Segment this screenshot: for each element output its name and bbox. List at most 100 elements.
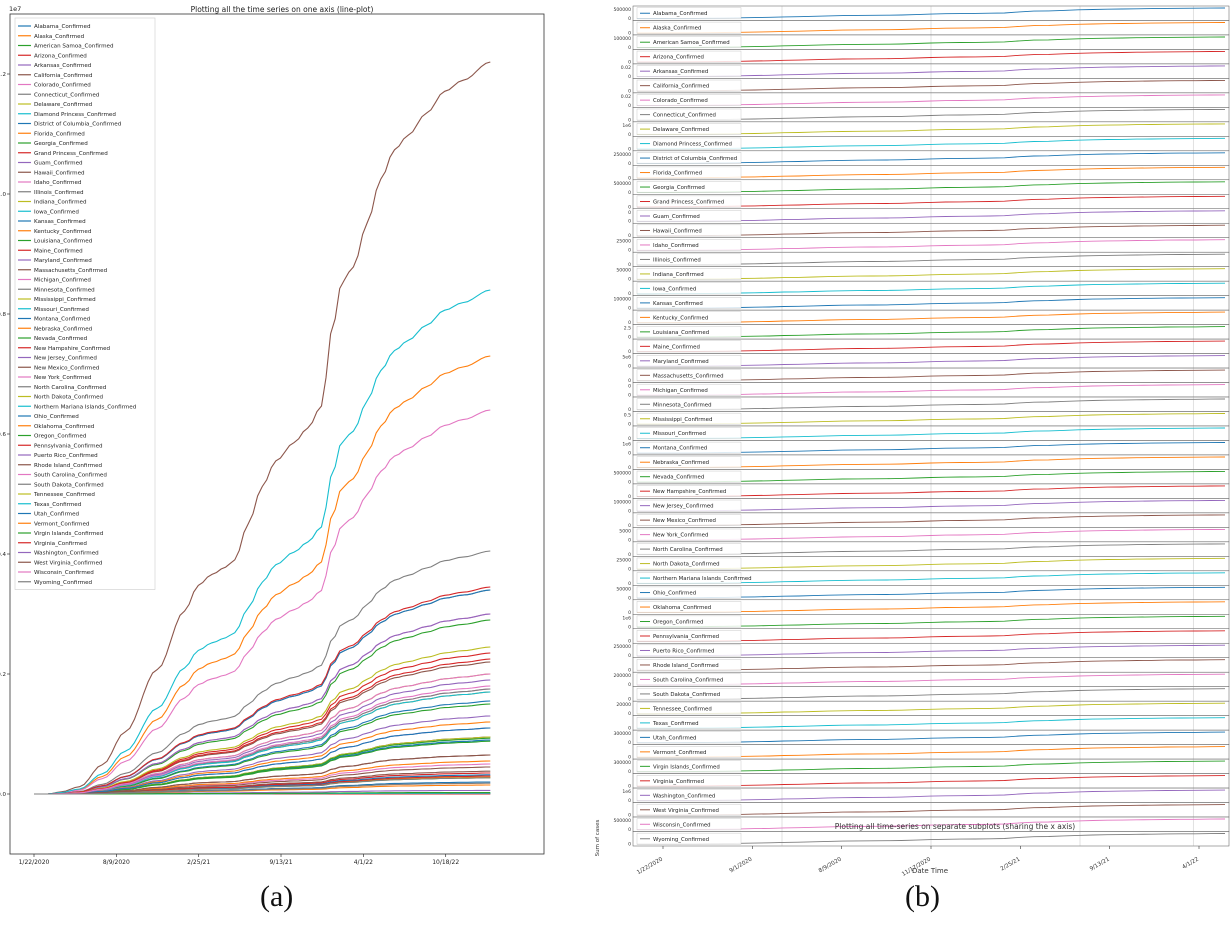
subplot-ytick-zero: 0: [628, 16, 631, 22]
subplot-legend-box: [636, 398, 742, 411]
subplot-ytick-label: 2.5: [624, 326, 631, 332]
subplot-ytick-label: 5000: [619, 528, 631, 534]
subplot-ytick-zero: 0: [628, 653, 631, 659]
legend-entry: New York_Confirmed: [34, 375, 92, 381]
series-line-new-jersey-confirmed: [34, 613, 491, 795]
series-line-texas-confirmed: [34, 289, 491, 795]
subplot-legend-box: [636, 688, 742, 700]
subplot-legend-label: Guam_Confirmed: [653, 214, 700, 220]
subplot-legend-label: Colorado_Confirmed: [653, 98, 708, 104]
legend-entry: Wisconsin_Confirmed: [34, 570, 94, 576]
subplot-ytick-zero: 0: [628, 248, 631, 254]
legend-entry: Diamond Princess_Confirmed: [34, 112, 116, 118]
legend-entry: Kansas_Confirmed: [34, 219, 86, 225]
subplot-legend-label: Rhode Island_Confirmed: [653, 663, 719, 669]
subplot-ytick-label: 300000: [613, 760, 631, 766]
subplot-ytick-zero: 0: [628, 161, 631, 167]
subplot-legend-box: [636, 673, 742, 686]
series-line-illinois-confirmed: [34, 550, 491, 795]
legend-entry: Wyoming_Confirmed: [34, 580, 93, 586]
subplot-legend-label: Idaho_Confirmed: [653, 243, 699, 249]
y-tick-label: 0.0: [0, 792, 6, 798]
subplot-ytick-label: 1e6: [622, 123, 631, 129]
subplot-legend-box: [636, 441, 742, 454]
subplot-legend-label: Vermont_Confirmed: [653, 750, 706, 756]
subplot-legend-box: [636, 79, 742, 92]
series-line-california-confirmed: [34, 61, 491, 795]
y-scale-label: 1e7: [9, 5, 21, 13]
subplot-legend-label: South Carolina_Confirmed: [653, 677, 723, 683]
subplot-legend-box: [636, 427, 742, 440]
subplot-legend-box: [636, 470, 742, 483]
subplot-legend-box: [636, 21, 742, 34]
subplot-ytick-label: 500000: [613, 7, 631, 13]
legend-entry: American Samoa_Confirmed: [34, 44, 114, 50]
subplot-ytick-label: 250000: [613, 152, 631, 158]
legend-entry: Minnesota_Confirmed: [34, 287, 95, 293]
subplot-legend-label: Alaska_Confirmed: [653, 26, 701, 32]
chart-b-title: Plotting all time-series on separate sub…: [835, 822, 1076, 831]
subplot-legend-box: [636, 108, 742, 121]
legend-entry: Ohio_Confirmed: [34, 414, 79, 420]
legend-a: Alabama_Confirmed Alaska_Confirmed America…: [14, 17, 156, 590]
subplot-ytick-label: 1e6: [622, 615, 631, 621]
subplot-ytick-zero: 0: [628, 523, 631, 529]
subplot-legend-box: [636, 702, 742, 715]
subplot-legend-label: New Jersey_Confirmed: [653, 504, 714, 510]
legend-entry: Montana_Confirmed: [34, 317, 91, 323]
subplot-legend-label: North Dakota_Confirmed: [653, 562, 720, 568]
subplot-legend-label: Wisconsin_Confirmed: [653, 822, 711, 828]
subplot-legend-label: Puerto Rico_Confirmed: [653, 648, 714, 654]
subplot-ytick-zero: 0: [628, 262, 631, 268]
subplot-ytick-zero: 0: [628, 30, 631, 36]
subplot-legend-box: [636, 224, 742, 237]
subplot-legend-label: Indiana_Confirmed: [653, 272, 704, 278]
subplot-legend-label: Connecticut_Confirmed: [653, 113, 716, 119]
subplot-legend-label: Kentucky_Confirmed: [653, 315, 708, 321]
subplot-ytick-zero: 0: [628, 726, 631, 732]
subplot-legend-box: [636, 717, 742, 729]
legend-entry: Puerto Rico_Confirmed: [34, 453, 98, 459]
legend-entry: Tennessee_Confirmed: [33, 492, 95, 498]
legend-entry: Alaska_Confirmed: [34, 34, 85, 40]
series-line-wyoming-confirmed: [34, 782, 491, 795]
subplot-ytick-zero: 0: [628, 494, 631, 500]
subplot-legend-box: [636, 760, 742, 773]
series-line-west-virginia-confirmed: [34, 754, 491, 795]
subplot-legend-box: [636, 36, 742, 49]
subplot-legend-label: Maryland_Confirmed: [653, 359, 709, 365]
legend-entry: Virgin Islands_Confirmed: [34, 531, 104, 537]
subplot-legend-box: [636, 818, 742, 831]
legend-entry: South Carolina_Confirmed: [34, 473, 107, 479]
legend-entry: New Hampshire_Confirmed: [34, 346, 111, 352]
subplot-ytick-zero: 0: [628, 291, 631, 297]
subplot-legend-box: [636, 297, 742, 309]
legend-entry: Washington_Confirmed: [34, 551, 99, 557]
legend-entry: Delaware_Confirmed: [34, 102, 93, 108]
y-tick-label: 0.2: [0, 672, 6, 678]
subplot-ytick-zero: 0: [628, 190, 631, 196]
legend-entry: Maryland_Confirmed: [34, 258, 92, 264]
legend-entry: South Dakota_Confirmed: [34, 482, 104, 488]
subplot-legend-label: Illinois_Confirmed: [653, 257, 701, 263]
subplot-legend-box: [636, 586, 742, 599]
subplot-legend-box: [636, 354, 742, 367]
subplot-ytick-zero: 0: [628, 335, 631, 341]
series-line-utah-confirmed: [34, 727, 491, 795]
subplot-ytick-label: 1e6: [622, 789, 631, 795]
subplot-ytick-zero: 0: [628, 132, 631, 138]
subplot-legend-label: Delaware_Confirmed: [653, 127, 709, 133]
legend-entry: North Dakota_Confirmed: [34, 395, 104, 401]
x-tick-label: 1/22/2020: [19, 859, 50, 866]
caption-a: (a): [260, 880, 294, 913]
subplot-legend-label: California_Confirmed: [653, 84, 709, 90]
subplot-ytick-label: 25000: [616, 557, 631, 563]
legend-entry: California_Confirmed: [34, 73, 93, 79]
subplot-ytick-zero: 0: [628, 624, 631, 630]
chart-a: Plotting all the time series on one axis…: [0, 0, 560, 880]
legend-entry: Iowa_Confirmed: [34, 209, 79, 215]
subplot-ytick-zero: 0: [628, 306, 631, 312]
y-tick-label: 1.0: [0, 192, 6, 198]
series-line-florida-confirmed: [34, 355, 491, 795]
subplot-ytick-zero: 0: [628, 639, 631, 645]
